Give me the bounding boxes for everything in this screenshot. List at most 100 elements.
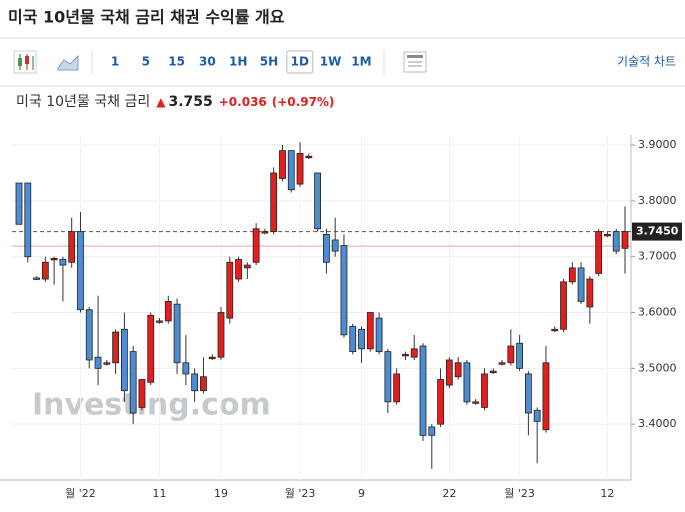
candle-icon[interactable] xyxy=(13,50,37,74)
interval-button[interactable]: 1M xyxy=(351,55,371,69)
quote-line: 미국 10년물 국채 금리 ▲ 3.755 +0.036 (+0.97%) xyxy=(16,94,334,110)
candle-body xyxy=(454,362,462,378)
candle-body xyxy=(402,353,409,357)
candle-body xyxy=(164,300,172,322)
candle-body xyxy=(498,362,506,365)
quote-change-pct: (+0.97%) xyxy=(272,95,335,109)
candle-body xyxy=(217,312,225,358)
candle-body xyxy=(481,373,488,408)
candle-body xyxy=(296,153,304,185)
candle-body xyxy=(393,373,401,403)
candle-body xyxy=(375,317,383,353)
candle-body xyxy=(129,351,137,414)
candle-body xyxy=(103,362,111,365)
candle-body xyxy=(279,150,286,179)
up-arrow: ▲ xyxy=(156,95,166,109)
candle-body xyxy=(551,328,559,332)
y-tick-label: 3.8000 xyxy=(638,194,677,207)
candle-body xyxy=(261,231,269,234)
candle-body xyxy=(410,348,418,358)
candle-body xyxy=(437,379,444,425)
candle-body xyxy=(542,362,550,431)
last-price-label: 3.7450 xyxy=(636,225,679,238)
candle-body xyxy=(358,328,365,350)
candle-body xyxy=(419,345,427,436)
candle-body xyxy=(604,233,611,237)
candle-body xyxy=(349,326,357,353)
x-tick-label: 월 '23 xyxy=(504,487,535,500)
interval-button[interactable]: 30 xyxy=(199,55,216,69)
tech-chart-link[interactable]: 기술적 차트 xyxy=(617,55,676,69)
candle-body xyxy=(322,233,330,263)
candle-body xyxy=(200,376,207,392)
y-tick-label: 3.7000 xyxy=(638,250,677,263)
interval-button[interactable]: 1D xyxy=(291,55,309,69)
interval-button[interactable]: 5H xyxy=(260,55,278,69)
interval-button[interactable]: 1H xyxy=(229,55,247,69)
candle-body xyxy=(182,362,190,375)
candle-body xyxy=(463,362,471,403)
settings-icon[interactable] xyxy=(403,51,427,73)
x-tick-label: 12 xyxy=(600,487,614,500)
candle-body xyxy=(621,231,629,249)
quote-name: 미국 10년물 국채 금리 xyxy=(16,94,150,110)
candle-body xyxy=(568,267,576,283)
watermark: Investing.com xyxy=(32,388,271,423)
x-tick-label: 월 '23 xyxy=(285,487,316,500)
candle-body xyxy=(270,172,278,232)
candle-body xyxy=(340,245,348,336)
candle-body xyxy=(68,231,76,263)
candle-body xyxy=(33,277,40,280)
candle-body xyxy=(94,356,102,369)
candle-body xyxy=(138,379,146,408)
candle-body xyxy=(445,359,453,386)
y-tick-label: 3.4000 xyxy=(638,417,677,430)
candle-body xyxy=(287,150,295,191)
y-tick-label: 3.6000 xyxy=(638,306,677,319)
candle-body xyxy=(507,345,515,364)
candle-body xyxy=(208,356,216,360)
last-price-box xyxy=(632,222,682,241)
candle-body xyxy=(366,312,374,350)
candle-body xyxy=(384,351,392,403)
candle-body xyxy=(24,182,32,258)
candle-body xyxy=(472,401,480,404)
candle-body xyxy=(595,231,603,274)
candle-body xyxy=(112,331,120,364)
x-tick-label: 22 xyxy=(442,487,456,500)
candle-body xyxy=(331,239,339,252)
candle-body xyxy=(41,261,49,280)
candle-body xyxy=(50,257,58,261)
candle-body xyxy=(516,342,524,369)
candle-body xyxy=(428,426,436,436)
x-tick-label: 19 xyxy=(214,487,228,500)
candle-body xyxy=(15,182,23,225)
candle-body xyxy=(156,320,163,323)
quote-change: +0.036 xyxy=(219,95,267,109)
x-tick-label: 9 xyxy=(358,487,365,500)
x-tick-label: 11 xyxy=(153,487,167,500)
candle-body xyxy=(120,328,128,392)
interval-button[interactable]: 1W xyxy=(320,55,342,69)
interval-button[interactable]: 1 xyxy=(111,55,119,69)
candle-body xyxy=(243,264,251,269)
selected-box xyxy=(286,50,314,74)
candle-body xyxy=(586,278,594,308)
candle-body xyxy=(577,267,585,302)
candle-body xyxy=(191,373,199,392)
candle-body xyxy=(235,259,242,280)
candle-body xyxy=(305,155,313,159)
candle-body xyxy=(612,231,620,252)
candle-body xyxy=(226,261,234,319)
candle-body xyxy=(489,370,497,374)
interval-button[interactable]: 15 xyxy=(168,55,185,69)
candle-body xyxy=(59,259,67,266)
candle-body xyxy=(524,373,532,414)
interval-button[interactable]: 5 xyxy=(142,55,150,69)
y-tick-label: 3.5000 xyxy=(638,361,677,374)
candle-body xyxy=(560,281,567,330)
area-icon[interactable] xyxy=(57,54,79,71)
candle-body xyxy=(147,314,155,383)
quote-price: 3.755 xyxy=(168,94,212,110)
